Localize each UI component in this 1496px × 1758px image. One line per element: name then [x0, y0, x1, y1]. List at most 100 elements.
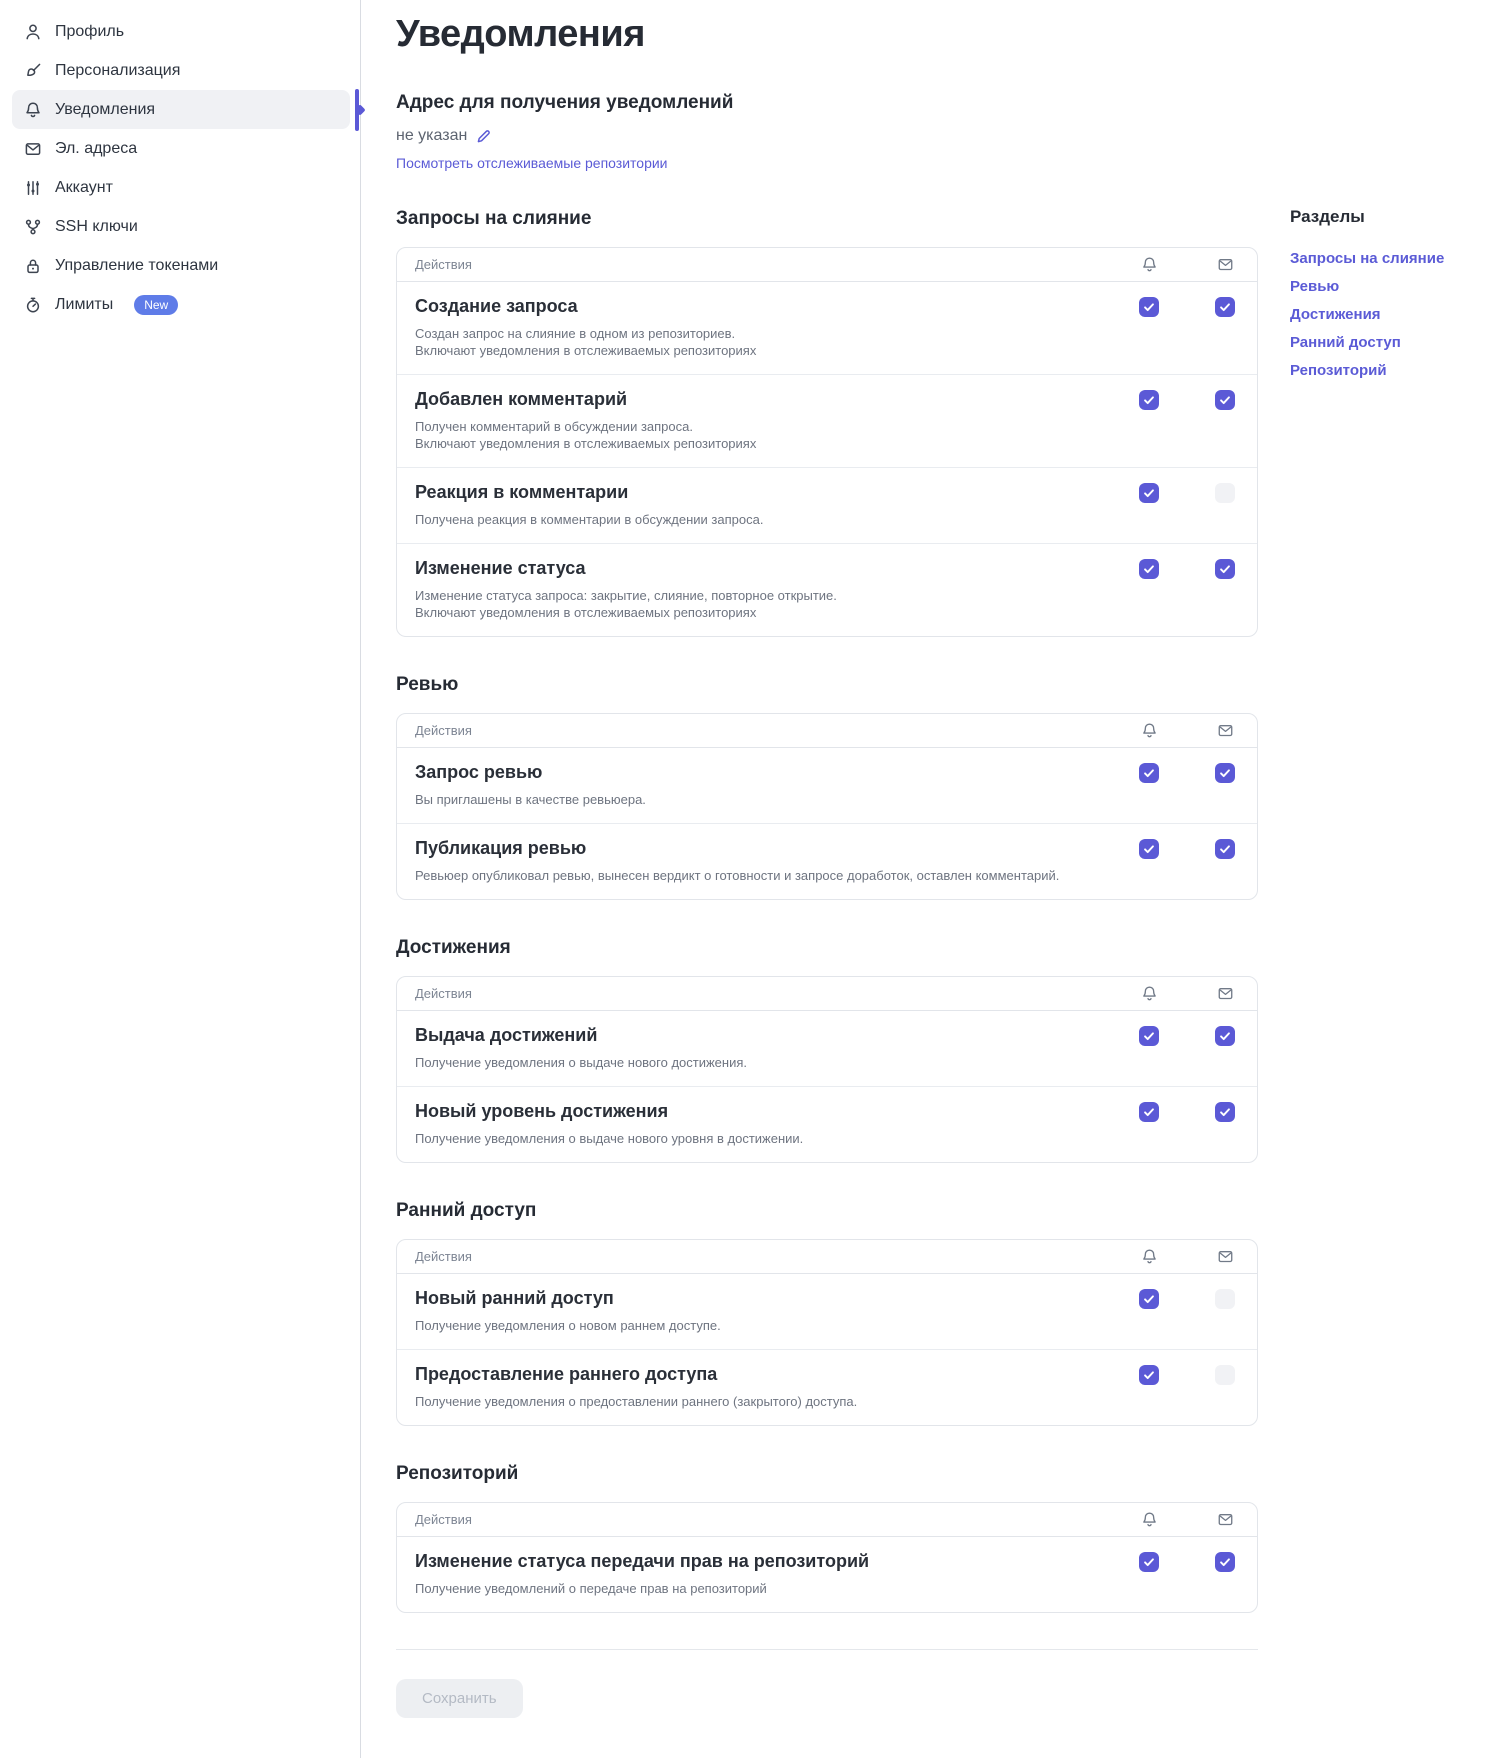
- table-row: Реакция в комментарии Получена реакция в…: [397, 467, 1257, 543]
- sidebar-item-mail[interactable]: Эл. адреса: [12, 129, 350, 168]
- notification-section: Репозиторий Действия Изменение статуса п…: [396, 1462, 1258, 1613]
- check-icon: [1142, 562, 1156, 576]
- bell-notification-checkbox[interactable]: [1139, 297, 1159, 317]
- mail-icon: [1217, 1511, 1234, 1528]
- sidebar-item-sliders[interactable]: Аккаунт: [12, 168, 350, 207]
- sliders-icon: [24, 179, 42, 197]
- bell-notification-checkbox[interactable]: [1139, 483, 1159, 503]
- notification-section: Ранний доступ Действия Новый ранний дост…: [396, 1199, 1258, 1426]
- notification-address-heading: Адрес для получения уведомлений: [396, 92, 734, 113]
- sidebar-item-lock[interactable]: Управление токенами: [12, 246, 350, 285]
- row-title: Предоставление раннего доступа: [415, 1364, 718, 1384]
- footer-divider: [396, 1649, 1258, 1650]
- sidebar-item-label: Уведомления: [55, 101, 156, 118]
- row-title: Новый ранний доступ: [415, 1288, 614, 1308]
- mail-icon: [1217, 722, 1234, 739]
- row-title: Публикация ревью: [415, 838, 587, 858]
- save-button[interactable]: Сохранить: [396, 1679, 523, 1718]
- row-title: Создание запроса: [415, 296, 578, 316]
- row-title: Изменение статуса передачи прав на репоз…: [415, 1551, 870, 1571]
- check-icon: [1218, 393, 1232, 407]
- mail-icon: [1217, 256, 1234, 273]
- toc-link[interactable]: Запросы на слияние: [1290, 250, 1445, 267]
- section-table: Действия Создание запроса Создан запрос …: [396, 247, 1258, 637]
- mail-icon: [1217, 985, 1234, 1002]
- row-title: Выдача достижений: [415, 1025, 598, 1045]
- bell-notification-checkbox[interactable]: [1139, 839, 1159, 859]
- mail-notification-checkbox[interactable]: [1215, 297, 1235, 317]
- bell-notification-checkbox[interactable]: [1139, 1552, 1159, 1572]
- bell-notification-checkbox[interactable]: [1139, 763, 1159, 783]
- actions-column-label: Действия: [415, 723, 472, 738]
- section-table: Действия Выдача достижений Получение уве…: [396, 976, 1258, 1163]
- mail-notification-checkbox[interactable]: [1215, 1026, 1235, 1046]
- row-description-line: Получен комментарий в обсуждении запроса…: [415, 419, 693, 434]
- notification-section: Запросы на слияние Действия Создание зап…: [396, 207, 1258, 637]
- bell-notification-checkbox[interactable]: [1139, 390, 1159, 410]
- sidebar-item-brush[interactable]: Персонализация: [12, 51, 350, 90]
- sidebar-item-bell[interactable]: Уведомления: [12, 90, 350, 129]
- check-icon: [1218, 766, 1232, 780]
- mail-notification-checkbox[interactable]: [1215, 763, 1235, 783]
- mail-notification-checkbox[interactable]: [1215, 839, 1235, 859]
- bell-notification-checkbox[interactable]: [1139, 1289, 1159, 1309]
- row-description-line: Изменение статуса запроса: закрытие, сли…: [415, 588, 837, 603]
- watched-repositories-link[interactable]: Посмотреть отслеживаемые репозитории: [396, 155, 668, 171]
- sidebar-item-label: Лимиты: [55, 296, 114, 313]
- bell-icon: [1141, 1248, 1158, 1265]
- lock-icon: [24, 257, 42, 275]
- sidebar-item-branch[interactable]: SSH ключи: [12, 207, 350, 246]
- branch-icon: [24, 218, 42, 236]
- toc-heading: Разделы: [1290, 207, 1365, 226]
- mail-icon: [1217, 1248, 1234, 1265]
- sidebar-item-user[interactable]: Профиль: [12, 12, 350, 51]
- page-title: Уведомления: [396, 13, 645, 55]
- row-description-line: Получение уведомления о выдаче нового ур…: [415, 1131, 804, 1146]
- row-description: Получение уведомления о новом раннем дос…: [415, 1317, 1081, 1334]
- check-icon: [1142, 1105, 1156, 1119]
- bell-notification-checkbox[interactable]: [1139, 1102, 1159, 1122]
- edit-address-icon[interactable]: [476, 128, 492, 144]
- row-description-line: Включают уведомления в отслеживаемых реп…: [415, 605, 757, 620]
- row-description-line: Вы приглашены в качестве ревьюера.: [415, 792, 646, 807]
- row-title: Запрос ревью: [415, 762, 543, 782]
- sidebar-item-timer[interactable]: Лимиты New: [12, 285, 350, 324]
- sidebar-item-label: Профиль: [55, 23, 125, 40]
- table-header: Действия: [397, 977, 1257, 1011]
- mail-notification-checkbox[interactable]: [1215, 559, 1235, 579]
- mail-notification-checkbox[interactable]: [1215, 390, 1235, 410]
- row-description: Получена реакция в комментарии в обсужде…: [415, 511, 1081, 528]
- table-header: Действия: [397, 1503, 1257, 1537]
- toc-link[interactable]: Ревью: [1290, 278, 1340, 295]
- toc-link[interactable]: Репозиторий: [1290, 362, 1387, 379]
- row-description: Получен комментарий в обсуждении запроса…: [415, 418, 1081, 452]
- sidebar-item-label: Эл. адреса: [55, 140, 138, 157]
- check-icon: [1142, 393, 1156, 407]
- main-content: Уведомления Адрес для получения уведомле…: [361, 0, 1496, 1758]
- section-heading: Ревью: [396, 674, 459, 695]
- row-description-line: Создан запрос на слияние в одном из репо…: [415, 326, 736, 341]
- bell-notification-checkbox[interactable]: [1139, 1365, 1159, 1385]
- mail-notification-checkbox: [1215, 1289, 1235, 1309]
- bell-icon: [1141, 722, 1158, 739]
- mail-notification-checkbox[interactable]: [1215, 1552, 1235, 1572]
- bell-icon: [24, 101, 42, 119]
- bell-icon: [1141, 1511, 1158, 1528]
- bell-notification-checkbox[interactable]: [1139, 1026, 1159, 1046]
- bell-notification-checkbox[interactable]: [1139, 559, 1159, 579]
- mail-notification-checkbox[interactable]: [1215, 1102, 1235, 1122]
- check-icon: [1142, 842, 1156, 856]
- mail-notification-checkbox: [1215, 1365, 1235, 1385]
- mail-notification-checkbox: [1215, 483, 1235, 503]
- user-icon: [24, 23, 42, 41]
- section-heading: Ранний доступ: [396, 1200, 537, 1221]
- toc-link[interactable]: Достижения: [1290, 306, 1381, 323]
- toc-link[interactable]: Ранний доступ: [1290, 334, 1401, 351]
- check-icon: [1218, 300, 1232, 314]
- timer-icon: [24, 296, 42, 314]
- table-header: Действия: [397, 248, 1257, 282]
- table-row: Выдача достижений Получение уведомления …: [397, 1011, 1257, 1086]
- row-description-line: Включают уведомления в отслеживаемых реп…: [415, 343, 757, 358]
- section-table: Действия Новый ранний доступ Получение у…: [396, 1239, 1258, 1426]
